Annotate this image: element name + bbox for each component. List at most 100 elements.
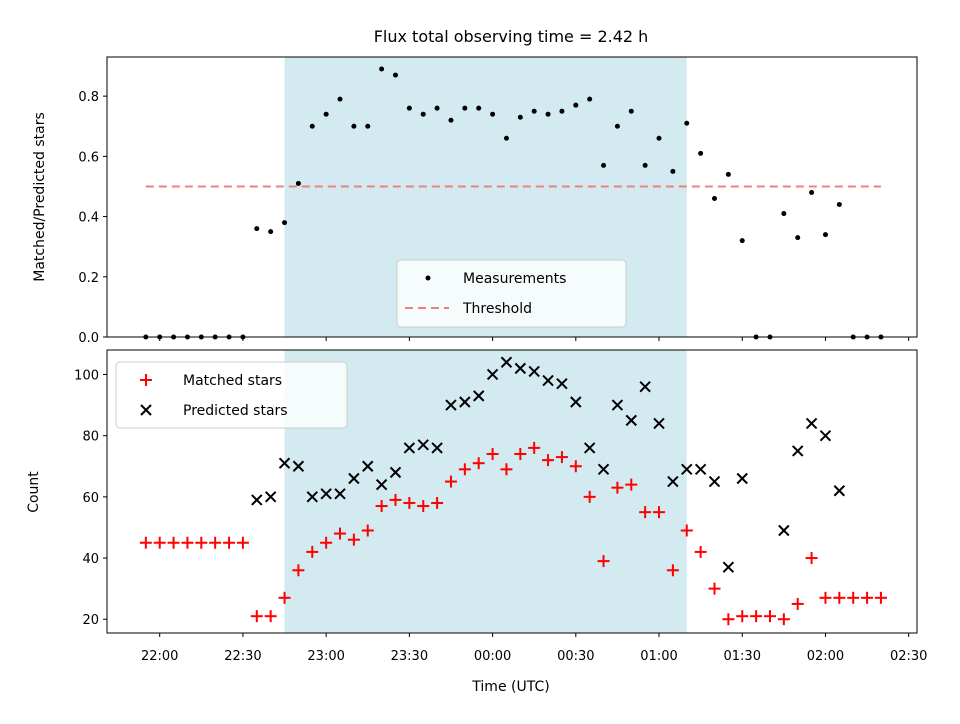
matched-star-point [431, 496, 444, 509]
predicted-star-point [500, 356, 513, 368]
measurement-point [282, 220, 288, 226]
measurement-point [295, 180, 301, 186]
matched-star-point [777, 613, 790, 626]
matched-star-point [597, 555, 610, 568]
top-y-tick-label: 0.0 [78, 331, 99, 346]
measurement-point [490, 111, 496, 117]
predicted-star-point [278, 457, 291, 469]
top-axes-frame [106, 56, 918, 338]
matched-star-point [833, 591, 846, 604]
matched-star-point [167, 536, 180, 549]
top-legend-box [396, 259, 627, 328]
measurement-point [448, 117, 454, 123]
predicted-star-point [819, 429, 832, 442]
matched-star-point [694, 545, 707, 558]
matched-star-point [819, 591, 832, 604]
bottom-y-tick-label: 60 [82, 491, 99, 506]
predicted-star-point [778, 524, 790, 537]
matched-star-point [264, 610, 277, 623]
matched-star-point [791, 597, 804, 610]
matched-star-point [514, 448, 527, 461]
count-points [139, 356, 887, 626]
matched-star-point [500, 463, 513, 476]
predicted-star-point [486, 368, 499, 381]
matched-star-point [320, 536, 333, 549]
bottom-y-tick-label: 100 [74, 368, 99, 383]
predicted-star-point [320, 488, 332, 500]
top-y-label: Matched/Predicted stars [32, 112, 48, 282]
predicted-star-point [306, 491, 318, 503]
measurement-point [809, 189, 815, 195]
matched-star-point [403, 496, 416, 509]
measurement-point [836, 202, 842, 208]
predicted-star-point [362, 460, 374, 472]
matched-star-point [486, 448, 499, 461]
legend-threshold-label: Threshold [462, 301, 532, 317]
legend-measurements-marker [425, 275, 431, 281]
predicted-star-point [264, 491, 277, 503]
measurement-point [379, 66, 385, 72]
matched-star-point [417, 500, 430, 513]
matched-star-point [555, 451, 568, 464]
predicted-star-point [417, 439, 429, 451]
measurement-point [254, 226, 260, 232]
measurement-point [573, 102, 579, 108]
x-tick-label: 23:30 [391, 649, 428, 664]
chart-title: Flux total observing time = 2.42 h [374, 27, 649, 46]
predicted-star-point [528, 365, 540, 378]
measurement-point [392, 72, 398, 78]
top-y-tick-label: 0.2 [78, 271, 99, 286]
legend-matched-marker [140, 374, 152, 386]
x-tick-label: 22:00 [141, 649, 178, 664]
matched-star-point [708, 582, 721, 595]
x-tick-label: 01:30 [724, 649, 761, 664]
predicted-star-point [833, 485, 846, 497]
predicted-star-point [694, 463, 707, 476]
bottom-y-tick-label: 80 [82, 430, 99, 445]
measurement-point [434, 105, 440, 111]
bottom-y-tick-label: 20 [82, 613, 99, 628]
measurement-point [587, 96, 593, 102]
matched-star-point [569, 460, 582, 473]
measurement-point [795, 235, 801, 241]
bottom-panel: 20 40 60 80 100 22:00 22:30 23:00 23:30 00:00 00:… [26, 349, 927, 695]
matched-star-point [389, 493, 402, 506]
x-tick-label: 01:00 [640, 649, 677, 664]
measurement-point [822, 232, 828, 238]
predicted-star-point [722, 561, 735, 573]
matched-star-point [153, 536, 166, 549]
measurement-point [351, 123, 357, 129]
top-y-tick-label: 0.6 [78, 150, 99, 165]
matched-star-point [181, 536, 194, 549]
predicted-star-point [667, 475, 679, 488]
top-y-tick-label: 0.8 [78, 90, 99, 105]
matched-star-point [653, 506, 666, 519]
measurement-point [545, 111, 551, 117]
bottom-y-ticks: 20 40 60 80 100 [74, 368, 107, 628]
predicted-star-point [708, 475, 721, 488]
matched-star-point [583, 490, 596, 503]
x-tick-label: 00:30 [557, 649, 594, 664]
measurement-point [476, 105, 482, 111]
matched-star-point [334, 527, 347, 540]
measurement-point [684, 120, 690, 126]
predicted-star-point [403, 442, 416, 454]
matched-star-point [680, 524, 693, 537]
matched-star-point [750, 610, 763, 623]
predicted-star-point [375, 478, 388, 491]
matched-star-point [444, 475, 457, 488]
matched-star-point [375, 500, 388, 513]
matched-star-point [458, 463, 471, 476]
bottom-observing-window [284, 350, 687, 633]
predicted-star-point [611, 399, 624, 411]
x-tick-label: 22:30 [224, 649, 261, 664]
legend-predicted-label: Predicted stars [183, 403, 288, 419]
x-axis-label: Time (UTC) [471, 679, 549, 695]
measurement-point [601, 162, 607, 168]
predicted-star-point [292, 460, 305, 472]
predicted-star-point [445, 399, 457, 411]
measurement-point [406, 105, 412, 111]
measurement-point [323, 111, 329, 117]
predicted-star-point [570, 396, 582, 408]
